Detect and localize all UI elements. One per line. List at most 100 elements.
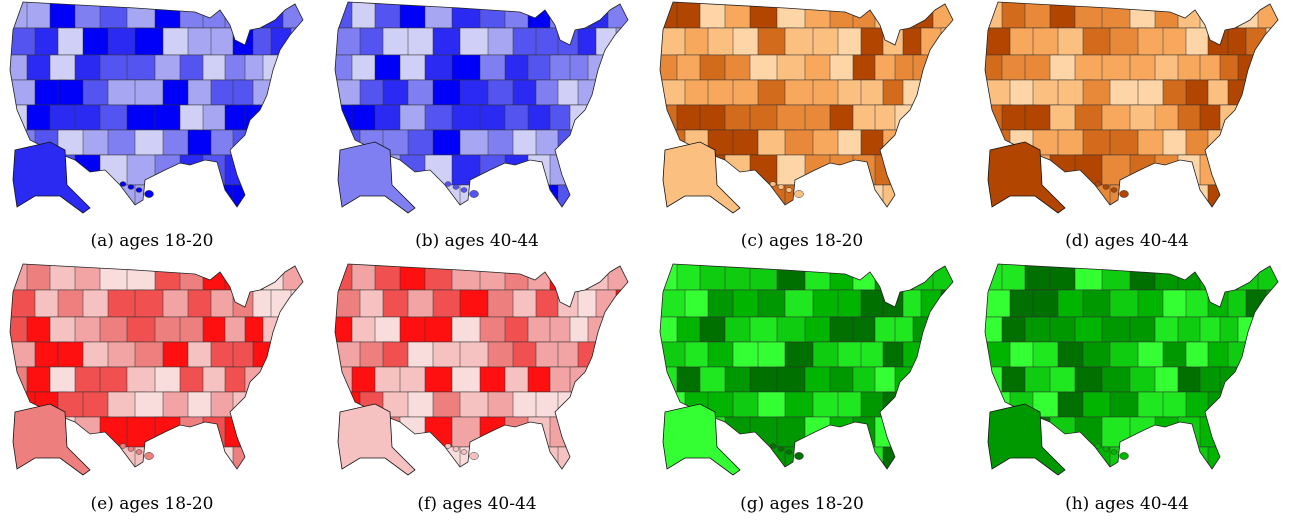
- state: [941, 290, 973, 317]
- state: [245, 417, 273, 447]
- state: [941, 130, 973, 155]
- state: [271, 130, 301, 155]
- state: [608, 105, 640, 130]
- state: [941, 28, 973, 55]
- hawaii-island: [770, 182, 776, 187]
- state: [933, 0, 965, 28]
- state: [253, 392, 281, 417]
- state: [1228, 185, 1256, 210]
- state: [853, 0, 885, 28]
- state: [283, 105, 315, 130]
- state: [263, 317, 293, 342]
- map: [5, 0, 323, 220]
- state: [980, 80, 1012, 105]
- state: [608, 262, 640, 290]
- state: [921, 130, 951, 155]
- state: [875, 417, 905, 447]
- state: [1258, 105, 1290, 130]
- state: [291, 28, 323, 55]
- caption: (g) ages 18-20: [740, 494, 864, 514]
- state: [588, 55, 618, 80]
- caption: (c) ages 18-20: [741, 231, 863, 251]
- caption: (e) ages 18-20: [91, 494, 214, 514]
- state: [1246, 342, 1276, 367]
- state: [933, 155, 965, 185]
- state: [1238, 367, 1268, 392]
- state: [1228, 130, 1256, 155]
- state: [655, 80, 687, 105]
- state: [513, 447, 546, 472]
- state: [263, 155, 293, 185]
- state: [608, 55, 640, 80]
- state: [608, 367, 640, 392]
- state: [488, 447, 523, 472]
- state: [588, 367, 618, 392]
- hawaii-island: [795, 190, 804, 197]
- state: [291, 392, 323, 417]
- state: [271, 392, 301, 417]
- state: [903, 130, 931, 155]
- state: [1266, 185, 1298, 210]
- state: [283, 367, 315, 392]
- state: [283, 317, 315, 342]
- state: [5, 28, 37, 55]
- state: [1228, 80, 1256, 105]
- state: [283, 262, 315, 290]
- state: [813, 185, 848, 210]
- state: [838, 185, 871, 210]
- map: [980, 262, 1298, 482]
- state: [1138, 447, 1173, 472]
- state: [163, 447, 198, 472]
- state: [283, 55, 315, 80]
- state: [596, 130, 626, 155]
- state: [608, 417, 640, 447]
- state: [1246, 80, 1276, 105]
- hawaii-island: [470, 452, 479, 459]
- state: [913, 105, 943, 130]
- state: [596, 80, 626, 105]
- state: [570, 105, 598, 130]
- caption: (f) ages 40-44: [417, 494, 536, 514]
- state: [588, 155, 618, 185]
- state: [616, 130, 648, 155]
- hawaii-island: [120, 182, 126, 187]
- state: [188, 447, 221, 472]
- caption: (a) ages 18-20: [90, 231, 213, 251]
- hawaii-island: [786, 188, 792, 193]
- state: [330, 80, 362, 105]
- state: [578, 80, 606, 105]
- state: [578, 447, 606, 472]
- state: [188, 185, 221, 210]
- state: [913, 367, 943, 392]
- state: [291, 447, 323, 472]
- state: [941, 342, 973, 367]
- state: [1220, 155, 1248, 185]
- map: [5, 262, 323, 482]
- state: [1246, 130, 1276, 155]
- state: [550, 155, 580, 185]
- state: [5, 80, 37, 105]
- hawaii-island: [128, 447, 134, 452]
- state: [921, 185, 951, 210]
- state: [596, 342, 626, 367]
- hawaii-island: [1120, 190, 1129, 197]
- state: [1178, 0, 1210, 28]
- state: [941, 80, 973, 105]
- state: [578, 185, 606, 210]
- map: [330, 0, 648, 220]
- state: [980, 290, 1012, 317]
- state: [1228, 447, 1256, 472]
- state: [271, 80, 301, 105]
- state: [895, 105, 923, 130]
- state: [941, 185, 973, 210]
- hawaii-island: [1111, 450, 1117, 455]
- state: [1258, 417, 1290, 447]
- state: [616, 342, 648, 367]
- state: [616, 185, 648, 210]
- hawaii-island: [145, 452, 154, 459]
- state: [578, 342, 606, 367]
- state: [933, 55, 965, 80]
- state: [1238, 105, 1268, 130]
- state: [253, 342, 281, 367]
- state: [588, 317, 618, 342]
